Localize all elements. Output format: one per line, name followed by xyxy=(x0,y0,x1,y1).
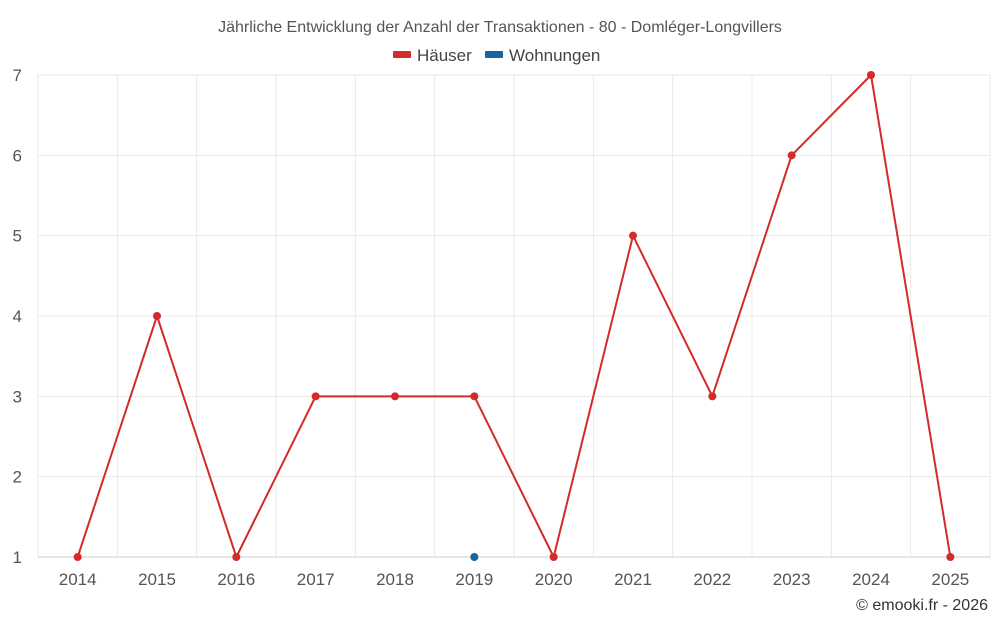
x-tick-label: 2023 xyxy=(773,570,811,589)
data-point[interactable] xyxy=(549,553,558,561)
legend-item-wohnungen[interactable]: Wohnungen xyxy=(485,46,600,65)
x-tick-label: 2024 xyxy=(852,570,890,589)
x-tick-label: 2021 xyxy=(614,570,652,589)
legend-item-haeuser[interactable]: Häuser xyxy=(393,46,472,65)
x-tick-label: 2018 xyxy=(376,570,414,589)
grid xyxy=(37,74,991,557)
y-tick-label: 1 xyxy=(13,548,22,567)
chart-title: Jährliche Entwicklung der Anzahl der Tra… xyxy=(218,19,782,36)
data-point[interactable] xyxy=(391,392,399,401)
axes: 1 2 3 4 5 6 7 2014 2015 2016 2017 2018 2019 2020 2021 2… xyxy=(13,66,990,589)
legend-swatch-wohnungen xyxy=(485,51,503,58)
x-tick-label: 2020 xyxy=(535,570,573,589)
legend: Häuser Wohnungen xyxy=(393,46,600,65)
legend-label-haeuser: Häuser xyxy=(417,46,472,65)
y-tick-label: 5 xyxy=(13,227,22,246)
series-line-0 xyxy=(76,74,952,558)
series xyxy=(73,71,955,561)
data-point[interactable] xyxy=(708,392,717,401)
x-tick-label: 2016 xyxy=(217,570,255,589)
x-tick-label: 2025 xyxy=(931,570,969,589)
legend-label-wohnungen: Wohnungen xyxy=(509,46,600,65)
y-tick-label: 2 xyxy=(13,468,22,487)
data-point[interactable] xyxy=(153,312,161,320)
copyright-credit: © emooki.fr - 2026 xyxy=(856,597,988,614)
x-tick-label: 2014 xyxy=(59,570,97,589)
y-tick-label: 3 xyxy=(13,387,22,406)
data-point[interactable] xyxy=(311,392,320,401)
data-point[interactable] xyxy=(470,392,479,401)
data-point[interactable] xyxy=(787,151,796,160)
data-point[interactable] xyxy=(867,71,875,79)
x-tick-label: 2017 xyxy=(297,570,335,589)
legend-swatch-haeuser xyxy=(393,51,411,58)
y-tick-label: 7 xyxy=(13,66,22,85)
data-point[interactable] xyxy=(470,553,479,561)
x-tick-label: 2015 xyxy=(138,570,176,589)
data-point[interactable] xyxy=(946,553,955,561)
x-tick-label: 2019 xyxy=(455,570,493,589)
y-tick-label: 4 xyxy=(13,307,22,326)
data-point[interactable] xyxy=(73,553,82,561)
y-tick-label: 6 xyxy=(13,146,22,165)
data-point[interactable] xyxy=(629,231,637,240)
data-point[interactable] xyxy=(232,553,241,561)
x-tick-label: 2022 xyxy=(693,570,731,589)
